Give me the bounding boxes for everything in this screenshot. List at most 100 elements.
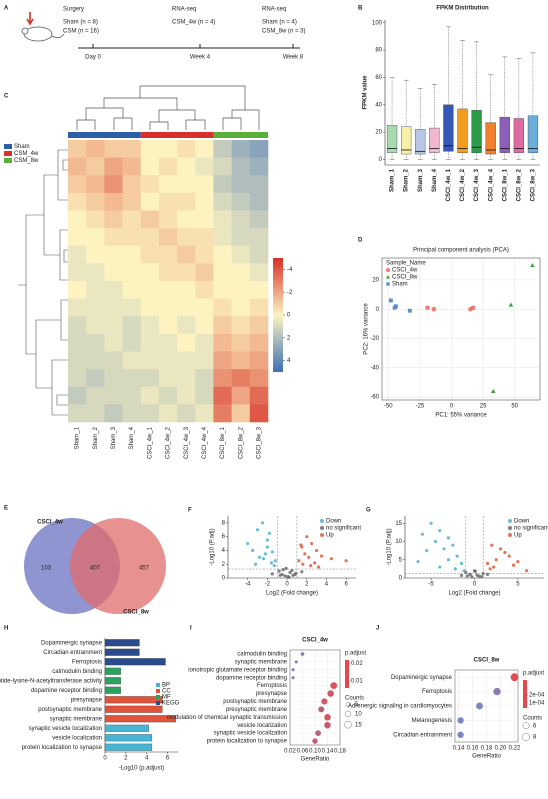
heatmap-cell bbox=[122, 369, 142, 388]
heatmap-cell bbox=[122, 298, 142, 317]
x-tick-label: 0 bbox=[450, 404, 454, 410]
box bbox=[471, 110, 482, 153]
x-tick-label: -50 bbox=[384, 404, 393, 410]
plot-frame bbox=[289, 649, 341, 746]
point bbox=[516, 559, 520, 564]
heatmap-cell bbox=[177, 245, 196, 264]
point bbox=[283, 574, 287, 578]
heatmap-cell bbox=[249, 157, 269, 176]
x-tick-label: Sham_3 bbox=[418, 168, 424, 192]
heatmap-cell bbox=[68, 316, 87, 335]
point bbox=[301, 562, 305, 566]
x-tick-label: Sham_1 bbox=[390, 168, 396, 192]
legend-label: Up bbox=[514, 533, 522, 539]
point bbox=[260, 521, 265, 525]
heatmap-cell bbox=[86, 298, 105, 317]
x-tick-label: 0.02 bbox=[284, 749, 296, 755]
legend-label: no significant bbox=[514, 526, 548, 532]
heatmap-cell bbox=[104, 210, 123, 229]
point bbox=[485, 561, 490, 566]
point bbox=[315, 548, 319, 553]
panel-label: G bbox=[366, 508, 371, 514]
venn-label: CSCI_4w bbox=[37, 520, 63, 526]
heatmap-cell bbox=[213, 140, 232, 158]
heatmap-cell bbox=[249, 210, 269, 229]
point bbox=[273, 559, 277, 563]
point bbox=[416, 559, 420, 564]
heatmap-cell bbox=[122, 245, 142, 264]
bar bbox=[104, 715, 177, 723]
heatmap-cell bbox=[177, 175, 196, 194]
point bbox=[429, 521, 433, 525]
venn-count: 103 bbox=[41, 566, 52, 572]
colorbar-label: -2 bbox=[287, 290, 293, 296]
step-detail: Sham (n = 4) bbox=[262, 20, 297, 26]
x-tick-label: 0.16 bbox=[467, 746, 479, 752]
heatmap-cell bbox=[231, 263, 251, 282]
heatmap-cell bbox=[104, 333, 123, 352]
heatmap-cell bbox=[86, 333, 105, 352]
box bbox=[499, 116, 510, 153]
heatmap-cell bbox=[249, 245, 269, 264]
heatmap-cell bbox=[249, 351, 269, 370]
point bbox=[453, 567, 457, 571]
point bbox=[253, 562, 258, 566]
size-legend-marker bbox=[344, 721, 352, 729]
heatmap-cell bbox=[231, 333, 251, 352]
point bbox=[446, 536, 451, 540]
colorbar bbox=[345, 660, 349, 688]
point bbox=[288, 570, 292, 575]
panel-label: H bbox=[4, 626, 8, 632]
point bbox=[246, 541, 250, 546]
point bbox=[459, 561, 464, 566]
y-tick-label: -60 bbox=[370, 395, 379, 401]
point bbox=[446, 558, 451, 562]
y-tick-label: 0 bbox=[379, 157, 383, 163]
heatmap-cell bbox=[158, 333, 178, 352]
heatmap-cell bbox=[122, 316, 142, 335]
heatmap-cell bbox=[122, 263, 142, 282]
colorbar-label: -4 bbox=[287, 267, 293, 273]
heatmap-cell bbox=[195, 333, 214, 352]
y-axis-label: -Log10 (P.adj) bbox=[210, 528, 216, 565]
heatmap-cell bbox=[213, 316, 232, 335]
y-tick-label: 0 bbox=[399, 576, 403, 582]
point bbox=[305, 535, 309, 539]
heatmap-cell bbox=[249, 333, 269, 352]
y-tick-label: -20 bbox=[370, 336, 379, 342]
y-tick-label: peptide-lysine-N-acetyltransferase activ… bbox=[0, 678, 102, 684]
x-tick-label: 0.14 bbox=[453, 746, 465, 752]
x-tick-label: 6 bbox=[344, 582, 348, 588]
heatmap-cell bbox=[231, 228, 251, 247]
bar bbox=[104, 734, 153, 742]
group-bar bbox=[68, 132, 141, 138]
heatmap-cell bbox=[195, 140, 214, 158]
legend-swatch bbox=[4, 151, 12, 156]
point bbox=[287, 575, 291, 579]
box bbox=[429, 127, 440, 153]
colorbar-label: 1e-04 bbox=[529, 700, 545, 706]
y-tick-label: 6 bbox=[222, 534, 226, 540]
x-tick-label: CSCI_4w_4 bbox=[202, 426, 208, 459]
x-tick-label: 0.18 bbox=[334, 749, 346, 755]
point bbox=[329, 557, 333, 561]
heatmap-cell bbox=[104, 140, 123, 158]
point bbox=[309, 564, 313, 568]
heatmap-cell bbox=[104, 404, 123, 423]
x-tick-label: -5 bbox=[428, 582, 434, 588]
legend-marker bbox=[508, 533, 512, 537]
y-tick-label: 100 bbox=[372, 20, 383, 26]
heatmap-cell bbox=[122, 192, 142, 211]
x-tick-label: 5 bbox=[516, 582, 520, 588]
heatmap-cell bbox=[249, 263, 269, 282]
heatmap-cell bbox=[140, 140, 160, 158]
group-bar bbox=[140, 132, 214, 138]
y-tick-label: calmodulin binding bbox=[52, 669, 102, 675]
heatmap-cell bbox=[86, 175, 105, 194]
heatmap-cell bbox=[68, 228, 87, 247]
x-tick-label: CSCI_4w_4 bbox=[488, 168, 494, 201]
size-legend-label: 8 bbox=[533, 735, 537, 741]
legend-label: Up bbox=[326, 533, 334, 539]
step-time: Day 0 bbox=[85, 55, 101, 61]
heatmap-cell bbox=[122, 281, 142, 299]
